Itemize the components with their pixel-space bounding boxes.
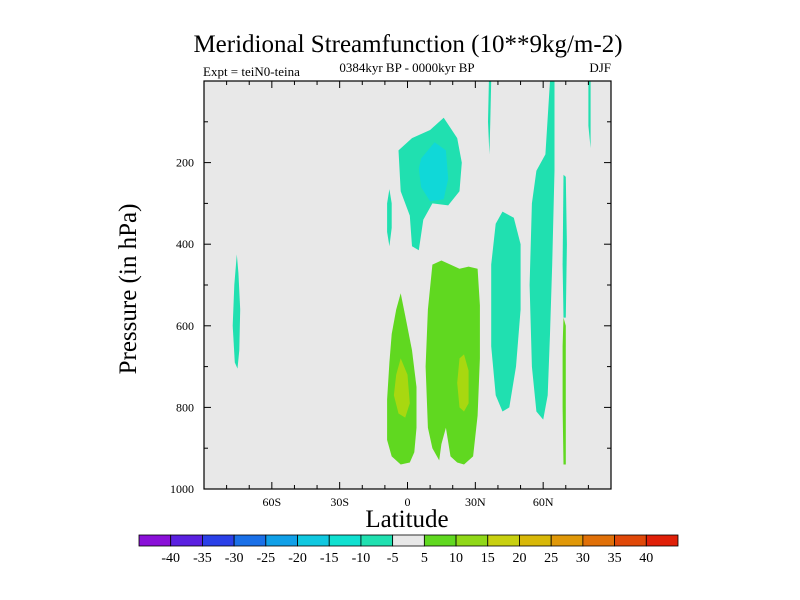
colorbar-swatch: [170, 534, 203, 547]
x-tick-label: 30N: [465, 495, 486, 509]
colorbar-label: -5: [387, 551, 399, 566]
axis-ticks: 60S 30S 0 30N 60N 200 400 600 800 1000: [170, 81, 612, 509]
experiment-label: Expt = teiN0-teina: [203, 64, 300, 79]
colorbar-swatch: [423, 534, 457, 547]
colorbar-swatch: [487, 534, 520, 547]
colorbar-label: -20: [288, 551, 307, 566]
region-equator-south-core: [393, 358, 410, 418]
colorbar-swatch: [233, 534, 267, 547]
colorbar-swatch: [138, 534, 172, 547]
colorbar-swatch: [455, 534, 489, 547]
y-tick-label: 400: [176, 237, 194, 251]
y-axis-label: Pressure (in hPa): [115, 204, 142, 375]
colorbar-label: 10: [449, 551, 463, 566]
colorbar-swatch: [550, 534, 584, 547]
colorbar-swatch: [265, 534, 298, 547]
region-equator-north-core: [457, 354, 469, 412]
region-nh-highlat-neg: [529, 81, 555, 420]
y-tick-label: 600: [176, 319, 194, 333]
x-tick-label: 0: [405, 495, 411, 509]
colorbar-label: -25: [256, 551, 275, 566]
colorbar-label: 40: [639, 551, 653, 566]
colorbar-label: -30: [225, 551, 244, 566]
colorbar-label: 25: [544, 551, 558, 566]
colorbar-label: 5: [421, 551, 428, 566]
colorbar-label: 30: [576, 551, 590, 566]
colorbar-swatch: [392, 534, 425, 547]
x-tick-label: 60N: [533, 495, 554, 509]
colorbar-swatch: [328, 534, 362, 547]
colorbar-label: -35: [193, 551, 212, 566]
colorbar-swatch: [360, 534, 394, 547]
region-sh-subtropics-neg: [232, 254, 241, 369]
season-label: DJF: [589, 60, 611, 75]
region-nh-highlat-thin-neg: [562, 174, 567, 318]
colorbar-label: 35: [608, 551, 622, 566]
contour-regions: [232, 81, 591, 465]
colorbar-swatch: [645, 534, 679, 547]
y-tick-label: 200: [176, 156, 194, 170]
colorbar-label: -15: [320, 551, 339, 566]
time-range-label: 0384kyr BP - 0000kyr BP: [339, 60, 474, 75]
colorbar-swatch: [202, 534, 235, 547]
colorbar-label: 20: [512, 551, 526, 566]
chart-title: Meridional Streamfunction (10**9kg/m-2): [193, 31, 622, 58]
region-equator-thin-neg: [387, 189, 392, 247]
y-tick-label: 1000: [170, 482, 194, 496]
colorbar-label: -10: [352, 551, 371, 566]
region-nh-highlat-top-neg: [588, 81, 591, 149]
colorbar: -40 -35 -30 -25 -20 -15 -10 -5 5 10 15 20 25 30 35 40: [138, 534, 679, 566]
x-axis-label: Latitude: [365, 506, 448, 533]
colorbar-label: -40: [161, 551, 180, 566]
colorbar-label: 15: [481, 551, 495, 566]
plot-area: 60S 30S 0 30N 60N 200 400 600 800 1000: [170, 80, 612, 509]
colorbar-swatch: [519, 534, 552, 547]
x-tick-label: 60S: [262, 495, 281, 509]
x-tick-label: 30S: [330, 495, 349, 509]
colorbar-swatch: [297, 534, 330, 547]
region-equator-upper-core: [418, 142, 449, 202]
region-nh-highlat-thin-pos: [562, 317, 566, 465]
region-nh-subtropics-top-neg: [488, 81, 492, 155]
region-nh-midlat-neg: [491, 211, 521, 412]
colorbar-swatch: [614, 534, 647, 547]
colorbar-swatch: [582, 534, 615, 547]
y-tick-label: 800: [176, 400, 194, 414]
region-equator-north-pos: [425, 260, 480, 465]
